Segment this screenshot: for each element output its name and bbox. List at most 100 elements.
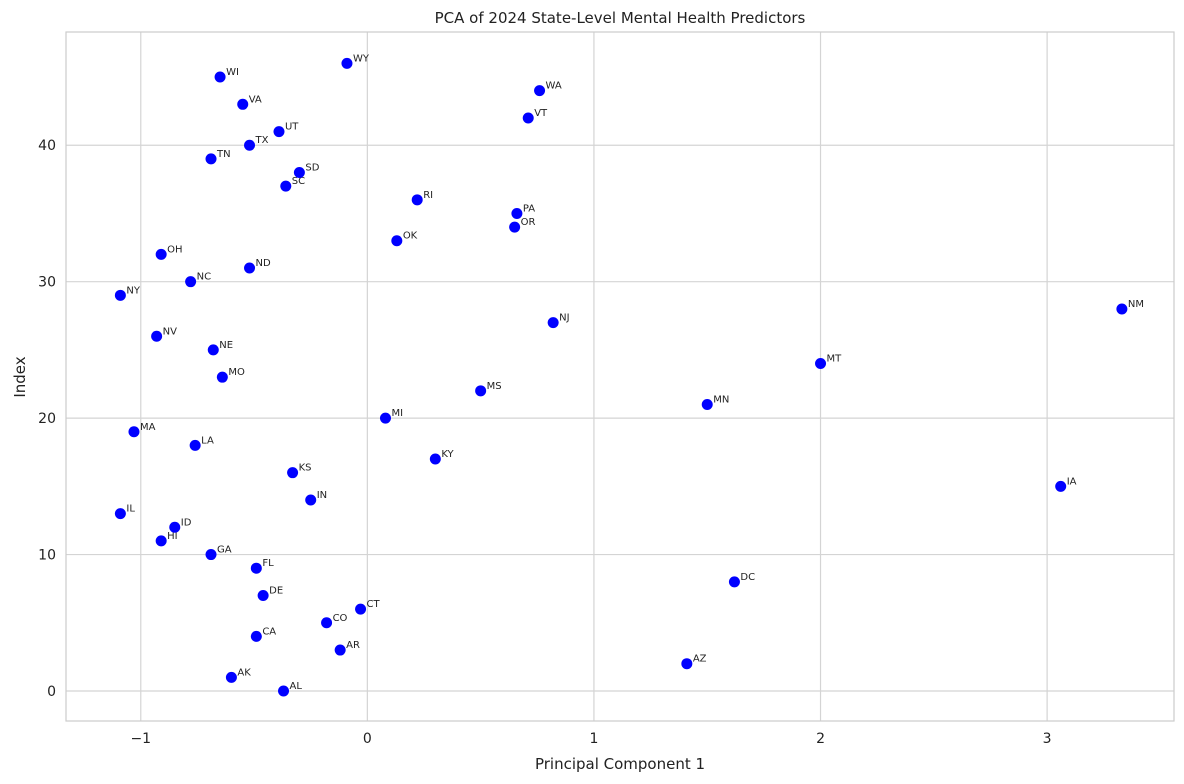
point-label-al: AL — [290, 681, 303, 692]
grid-lines — [66, 32, 1174, 721]
point-label-tn: TN — [216, 149, 231, 160]
data-point-ar — [334, 644, 346, 656]
data-point-or — [509, 221, 521, 233]
point-label-ny: NY — [126, 285, 140, 296]
data-point-co — [321, 617, 333, 629]
y-tick-label: 40 — [38, 138, 56, 154]
point-label-fl: FL — [262, 558, 274, 569]
data-point-hi — [155, 535, 167, 547]
point-label-mt: MT — [827, 354, 843, 365]
point-label-mo: MO — [228, 367, 245, 378]
data-point-il — [114, 508, 126, 520]
data-point-id — [169, 521, 181, 533]
x-tick-label: 0 — [363, 731, 372, 747]
point-label-id: ID — [181, 517, 192, 528]
point-label-ak: AK — [237, 667, 251, 678]
data-point-ms — [475, 385, 487, 397]
data-point-ut — [273, 126, 285, 138]
point-label-sc: SC — [292, 176, 305, 187]
data-point-nm — [1116, 303, 1128, 315]
x-tick-label: 2 — [816, 731, 825, 747]
data-points: AL AK AZ AR CA CO CT DE DC FL GA HI ID IL IN IA KS KY LA MA… — [114, 53, 1144, 697]
point-label-nd: ND — [256, 258, 271, 269]
point-label-ga: GA — [217, 545, 232, 556]
data-point-pa — [511, 207, 523, 219]
data-point-dc — [728, 576, 740, 588]
point-label-ar: AR — [346, 640, 360, 651]
data-point-sd — [293, 167, 305, 179]
point-label-mi: MI — [391, 408, 403, 419]
y-tick-label: 0 — [47, 684, 56, 700]
data-point-mo — [216, 371, 228, 383]
x-tick-label: 3 — [1043, 731, 1052, 747]
point-label-il: IL — [126, 504, 135, 515]
point-label-dc: DC — [740, 572, 755, 583]
point-label-la: LA — [201, 435, 214, 446]
data-point-de — [257, 589, 269, 601]
data-point-ny — [114, 289, 126, 301]
y-axis-label: Index — [11, 356, 29, 397]
point-label-nm: NM — [1128, 299, 1144, 310]
y-tick-label: 20 — [38, 411, 56, 427]
data-point-nj — [547, 317, 559, 329]
data-point-wa — [534, 85, 546, 97]
data-point-la — [189, 439, 201, 451]
data-point-sc — [280, 180, 292, 192]
point-label-nc: NC — [197, 272, 211, 283]
data-point-mn — [701, 398, 713, 410]
point-label-hi: HI — [167, 531, 177, 542]
x-axis-label: Principal Component 1 — [535, 755, 705, 773]
data-point-ri — [411, 194, 423, 206]
data-point-oh — [155, 248, 167, 260]
data-point-ma — [128, 426, 140, 438]
point-label-in: IN — [317, 490, 327, 501]
point-label-de: DE — [269, 585, 283, 596]
point-label-va: VA — [249, 94, 262, 105]
data-point-wi — [214, 71, 226, 83]
y-tick-label: 10 — [38, 548, 56, 564]
plot-frame — [65, 31, 1175, 722]
point-label-wy: WY — [353, 53, 370, 64]
point-label-co: CO — [333, 613, 348, 624]
point-label-ne: NE — [219, 340, 233, 351]
data-point-mt — [815, 358, 827, 370]
data-point-ks — [287, 467, 299, 479]
point-label-ma: MA — [140, 422, 156, 433]
point-label-pa: PA — [523, 203, 535, 214]
point-label-or: OR — [521, 217, 536, 228]
data-point-ct — [355, 603, 367, 615]
data-point-in — [305, 494, 317, 506]
data-point-ne — [207, 344, 219, 356]
point-label-nj: NJ — [559, 313, 569, 324]
point-label-oh: OH — [167, 244, 182, 255]
point-label-ky: KY — [441, 449, 454, 460]
chart-title: PCA of 2024 State-Level Mental Health Pr… — [435, 9, 806, 27]
data-point-nc — [185, 276, 197, 288]
data-point-tn — [205, 153, 217, 165]
data-point-ak — [225, 671, 237, 683]
data-point-nd — [244, 262, 256, 274]
data-point-nv — [151, 330, 163, 342]
y-tick-label: 30 — [38, 275, 56, 291]
point-label-az: AZ — [693, 654, 707, 665]
point-label-tx: TX — [255, 135, 269, 146]
point-label-wi: WI — [226, 67, 239, 78]
x-tick-label: 1 — [589, 731, 598, 747]
point-label-ks: KS — [299, 463, 312, 474]
data-point-fl — [250, 562, 262, 574]
data-point-al — [278, 685, 290, 697]
data-point-ky — [429, 453, 441, 465]
point-label-vt: VT — [534, 108, 548, 119]
data-point-ca — [250, 630, 262, 642]
x-tick-label: −1 — [130, 731, 151, 747]
point-label-ut: UT — [285, 122, 299, 133]
data-point-vt — [522, 112, 534, 124]
point-label-ct: CT — [367, 599, 381, 610]
data-point-ga — [205, 549, 217, 561]
point-label-ca: CA — [262, 626, 276, 637]
point-label-ia: IA — [1067, 476, 1077, 487]
data-point-wy — [341, 57, 353, 69]
point-label-ms: MS — [487, 381, 502, 392]
point-label-mn: MN — [713, 394, 729, 405]
